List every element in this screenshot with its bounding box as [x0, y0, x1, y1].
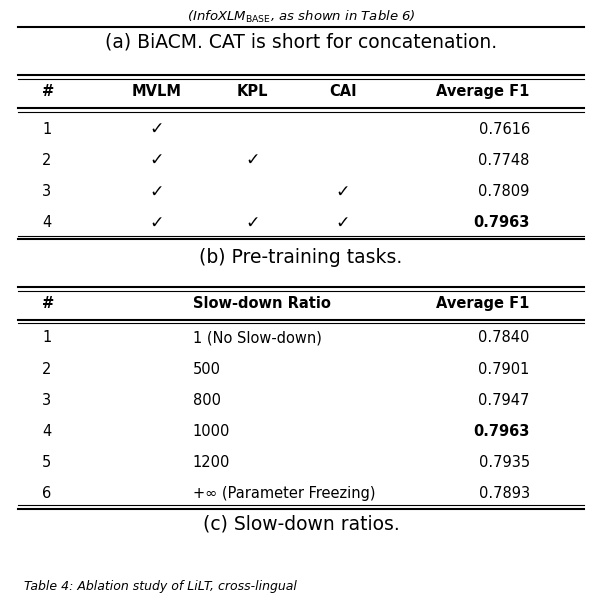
- Text: ✓: ✓: [246, 214, 260, 232]
- Text: ✓: ✓: [246, 151, 260, 169]
- Text: 0.7809: 0.7809: [479, 184, 530, 199]
- Text: 0.7947: 0.7947: [479, 393, 530, 408]
- Text: 4: 4: [42, 215, 51, 230]
- Text: ✓: ✓: [149, 182, 164, 200]
- Text: 2: 2: [42, 361, 52, 377]
- Text: 6: 6: [42, 486, 51, 502]
- Text: ✓: ✓: [149, 151, 164, 169]
- Text: #: #: [42, 296, 54, 311]
- Text: 1000: 1000: [193, 424, 230, 439]
- Text: ✓: ✓: [149, 120, 164, 138]
- Text: ✓: ✓: [149, 214, 164, 232]
- Text: (a) BiACM. CAT is short for concatenation.: (a) BiACM. CAT is short for concatenatio…: [105, 33, 497, 52]
- Text: 0.7616: 0.7616: [479, 121, 530, 137]
- Text: 500: 500: [193, 361, 221, 377]
- Text: 4: 4: [42, 424, 51, 439]
- Text: Average F1: Average F1: [436, 296, 530, 311]
- Text: 1: 1: [42, 330, 51, 346]
- Text: 1200: 1200: [193, 455, 230, 470]
- Text: 0.7748: 0.7748: [479, 153, 530, 168]
- Text: (c) Slow-down ratios.: (c) Slow-down ratios.: [203, 515, 399, 534]
- Text: 0.7901: 0.7901: [479, 361, 530, 377]
- Text: 5: 5: [42, 455, 51, 470]
- Text: KPL: KPL: [237, 84, 268, 98]
- Text: ✓: ✓: [336, 182, 350, 200]
- Text: +∞ (Parameter Freezing): +∞ (Parameter Freezing): [193, 486, 375, 502]
- Text: 3: 3: [42, 393, 51, 408]
- Text: 1 (No Slow-down): 1 (No Slow-down): [193, 330, 321, 346]
- Text: #: #: [42, 84, 54, 98]
- Text: (InfoXLM$_\mathrm{BASE}$, as shown in Table 6): (InfoXLM$_\mathrm{BASE}$, as shown in Ta…: [187, 9, 415, 25]
- Text: 800: 800: [193, 393, 221, 408]
- Text: Slow-down Ratio: Slow-down Ratio: [193, 296, 330, 311]
- Text: MVLM: MVLM: [131, 84, 182, 98]
- Text: ✓: ✓: [336, 214, 350, 232]
- Text: 0.7840: 0.7840: [479, 330, 530, 346]
- Text: 3: 3: [42, 184, 51, 199]
- Text: Table 4: Ablation study of LiLT, cross-lingual: Table 4: Ablation study of LiLT, cross-l…: [24, 580, 297, 593]
- Text: 1: 1: [42, 121, 51, 137]
- Text: 0.7963: 0.7963: [473, 215, 530, 230]
- Text: Average F1: Average F1: [436, 84, 530, 98]
- Text: CAI: CAI: [329, 84, 357, 98]
- Text: 2: 2: [42, 153, 52, 168]
- Text: 0.7893: 0.7893: [479, 486, 530, 502]
- Text: 0.7963: 0.7963: [473, 424, 530, 439]
- Text: 0.7935: 0.7935: [479, 455, 530, 470]
- Text: (b) Pre-training tasks.: (b) Pre-training tasks.: [199, 248, 403, 268]
